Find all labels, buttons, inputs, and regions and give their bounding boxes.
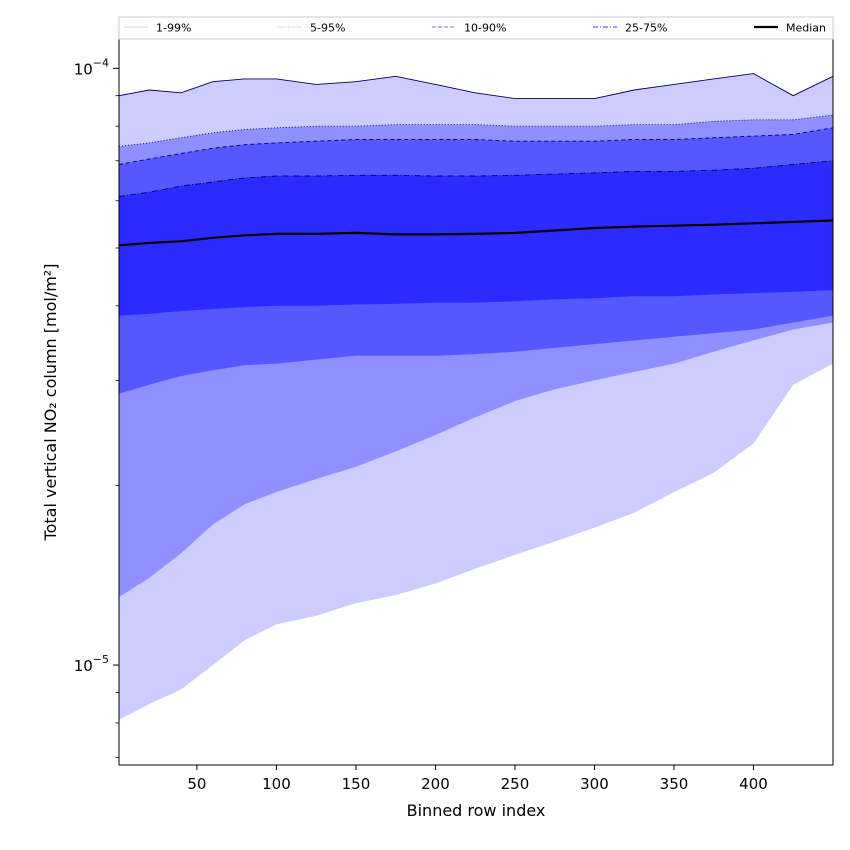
x-tick-label: 50	[187, 775, 206, 793]
band-upper-edge-10-90%	[118, 127, 834, 165]
bands-layer	[119, 73, 833, 720]
x-tick-label: 200	[421, 775, 450, 793]
x-tick-label: 350	[660, 775, 689, 793]
x-axis-title: Binned row index	[407, 801, 546, 820]
x-tick-label: 100	[262, 775, 291, 793]
legend-frame	[118, 16, 834, 40]
x-axis: 50 100 150 200 250 300 350 400	[187, 765, 768, 793]
legend: 1-99% 5-95% 10-90% 25-75% Median	[118, 16, 834, 40]
median-line	[118, 219, 834, 247]
band-25-75%	[119, 160, 833, 316]
legend-label: Median	[786, 22, 826, 35]
y-tick-label: 10−5	[74, 653, 109, 675]
x-tick-label: 150	[342, 775, 371, 793]
band-upper-edge-25-75%	[118, 160, 834, 197]
y-tick-label: 10−4	[74, 56, 109, 78]
legend-label: 1-99%	[156, 22, 191, 35]
legend-label: 5-95%	[310, 22, 345, 35]
y-axis: 10−5 10−4	[74, 56, 119, 758]
legend-label: 25-75%	[625, 22, 667, 35]
band-upper-edge-1-99%	[118, 73, 834, 100]
x-tick-label: 400	[739, 775, 768, 793]
legend-label: 10-90%	[464, 22, 506, 35]
y-axis-title: Total vertical NO₂ column [mol/m²]	[41, 264, 60, 542]
x-tick-label: 300	[580, 775, 609, 793]
band-edges-layer	[118, 73, 834, 197]
median-layer	[118, 219, 834, 247]
x-tick-label: 250	[501, 775, 530, 793]
